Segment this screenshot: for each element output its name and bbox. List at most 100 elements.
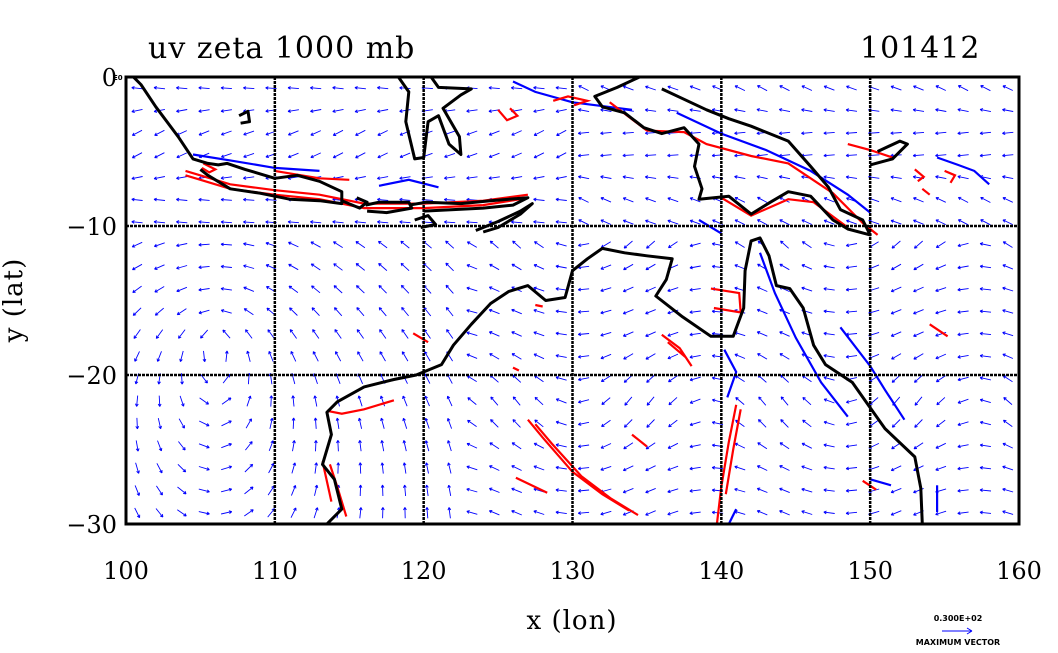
wind-vector bbox=[243, 197, 255, 202]
wind-vector bbox=[445, 306, 454, 317]
positive-zeta-contour bbox=[661, 333, 693, 367]
wind-vector bbox=[979, 153, 992, 158]
wind-vector bbox=[380, 417, 385, 429]
wind-vector bbox=[689, 108, 701, 112]
wind-vector bbox=[578, 85, 589, 92]
wind-vector bbox=[624, 396, 633, 406]
wind-vector bbox=[446, 417, 453, 429]
wind-vector bbox=[354, 176, 366, 181]
wind-vector bbox=[131, 129, 143, 136]
wind-vector bbox=[735, 397, 745, 405]
wind-vector bbox=[577, 354, 590, 359]
wind-vector bbox=[180, 373, 184, 385]
wind-vector bbox=[354, 108, 366, 114]
wind-vector bbox=[734, 131, 746, 136]
wind-vector bbox=[176, 109, 188, 113]
wind-vector bbox=[667, 287, 679, 293]
wind-vector bbox=[314, 462, 319, 474]
negative-zeta-contour bbox=[192, 153, 320, 172]
wind-vector bbox=[135, 417, 140, 430]
wind-vector bbox=[623, 442, 634, 450]
wind-vector bbox=[845, 399, 858, 404]
wind-vector bbox=[334, 329, 342, 339]
wind-vector bbox=[289, 329, 297, 339]
wind-vector bbox=[332, 220, 344, 224]
wind-vector bbox=[402, 395, 408, 407]
wind-vector bbox=[689, 398, 701, 404]
wind-vector bbox=[578, 108, 590, 113]
wind-vector bbox=[823, 85, 835, 91]
wind-vector bbox=[400, 262, 410, 272]
wind-vector bbox=[711, 465, 724, 470]
wind-vector bbox=[890, 85, 902, 91]
wind-vector bbox=[667, 510, 679, 516]
wind-vector bbox=[1002, 309, 1014, 314]
wind-vector bbox=[202, 350, 207, 363]
wind-vector bbox=[979, 331, 992, 336]
wind-vector bbox=[667, 175, 679, 179]
positive-zeta-contour bbox=[914, 168, 926, 183]
wind-vector bbox=[1003, 397, 1013, 405]
wind-vector bbox=[823, 242, 835, 247]
wind-vector bbox=[555, 108, 567, 114]
x-tick-label: 140 bbox=[698, 557, 744, 585]
wind-vector bbox=[734, 442, 746, 449]
wind-vector bbox=[689, 265, 701, 270]
wind-vector bbox=[198, 466, 210, 471]
wind-vector bbox=[957, 175, 969, 180]
wind-vector bbox=[533, 197, 545, 202]
wind-vector bbox=[220, 152, 232, 159]
wind-vector bbox=[622, 153, 634, 158]
wind-vector bbox=[935, 353, 947, 360]
wind-vector bbox=[378, 307, 387, 317]
wind-vector bbox=[756, 331, 768, 337]
wind-vector bbox=[198, 265, 210, 270]
wind-vector bbox=[823, 264, 835, 269]
wind-vector bbox=[1002, 153, 1014, 158]
wind-vector bbox=[534, 396, 544, 406]
wind-vector bbox=[534, 375, 544, 383]
wind-vector bbox=[379, 351, 386, 362]
wind-vector bbox=[957, 398, 969, 404]
positive-zeta-contour bbox=[201, 162, 218, 174]
wind-vector bbox=[466, 176, 478, 180]
wind-vector bbox=[310, 86, 322, 90]
wind-vector bbox=[600, 219, 612, 225]
wind-vector bbox=[757, 85, 768, 92]
wind-vector bbox=[533, 129, 545, 136]
wind-vector bbox=[336, 440, 340, 452]
wind-vector bbox=[957, 376, 969, 382]
wind-vector bbox=[778, 131, 791, 136]
wind-vector bbox=[622, 487, 634, 494]
wind-vector bbox=[979, 443, 991, 448]
wind-vector bbox=[335, 417, 340, 429]
wind-vector bbox=[135, 440, 140, 452]
wind-vector bbox=[823, 510, 835, 515]
wind-vector bbox=[600, 196, 612, 203]
wind-vector bbox=[846, 85, 857, 91]
wind-vector bbox=[913, 263, 924, 271]
wind-vector bbox=[667, 197, 679, 203]
wind-vector bbox=[578, 243, 590, 247]
wind-vector bbox=[312, 351, 319, 362]
wind-vector bbox=[734, 331, 746, 337]
wind-vector bbox=[935, 196, 946, 203]
wind-vector bbox=[377, 152, 388, 159]
wind-vector bbox=[689, 219, 701, 225]
wind-vector bbox=[823, 376, 835, 381]
wind-vector bbox=[245, 418, 252, 429]
wind-vector bbox=[423, 306, 432, 317]
wind-vector bbox=[979, 264, 992, 269]
wind-vector bbox=[424, 395, 430, 407]
wind-vector bbox=[198, 243, 210, 247]
wind-vector bbox=[445, 240, 455, 249]
wind-vector bbox=[176, 220, 188, 224]
wind-vector bbox=[644, 153, 657, 158]
wind-vector bbox=[243, 264, 255, 269]
wind-vector bbox=[154, 286, 165, 293]
wind-vector bbox=[957, 354, 969, 359]
wind-vector bbox=[979, 287, 992, 291]
wind-vector bbox=[778, 175, 791, 180]
wind-vector bbox=[957, 153, 969, 158]
wind-vector bbox=[466, 353, 478, 359]
